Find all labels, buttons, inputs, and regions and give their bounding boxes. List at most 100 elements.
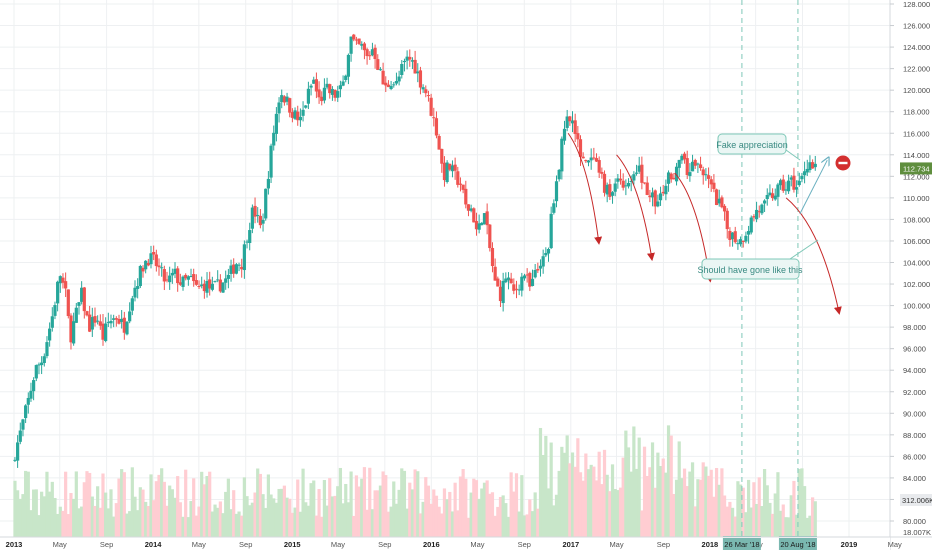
candle-body [53, 305, 57, 316]
volume-bar [650, 442, 655, 537]
candle-body [493, 266, 497, 281]
volume-bar [421, 501, 425, 537]
volume-bar [709, 469, 713, 537]
volume-bar [800, 468, 804, 537]
candle-body [197, 286, 201, 288]
volume-bar [464, 478, 468, 537]
volume-bar [474, 480, 479, 537]
candle-body [16, 442, 20, 461]
candle-body [749, 217, 753, 233]
volume-bar [400, 468, 404, 537]
candle-body [429, 97, 433, 116]
candle-body [365, 49, 369, 57]
candle-body [165, 279, 169, 281]
volume-bar [376, 490, 380, 537]
volume-bar [314, 515, 319, 537]
candle-body [200, 284, 204, 287]
volume-bar [210, 511, 214, 537]
candle-body [210, 283, 214, 290]
volume-bar [106, 508, 110, 537]
volume-bar [58, 506, 62, 537]
candle-body [306, 88, 311, 104]
volume-bar [653, 487, 657, 537]
red-trend-arrow [616, 154, 655, 262]
candle-body [274, 113, 278, 134]
candle-body [154, 254, 158, 267]
callout-pointer [789, 239, 819, 260]
candle-body [42, 356, 46, 364]
volume-bar [333, 495, 337, 537]
volume-bar [586, 469, 591, 537]
candle-body [690, 161, 695, 172]
date-marker-axis-label: 26 Mar '18 [724, 540, 759, 549]
y-tick-label: 98.000 [903, 323, 926, 332]
candle-body [160, 267, 164, 269]
volume-bar [594, 480, 599, 537]
candle-body [722, 205, 727, 212]
volume-bar [386, 511, 391, 537]
candle-body [181, 276, 185, 287]
volume-bar [504, 503, 508, 537]
candle-body [762, 200, 767, 204]
volume-bar [56, 513, 60, 537]
candle-body [72, 321, 76, 344]
candle-body [122, 317, 126, 333]
candle-body [24, 405, 28, 419]
volume-bar [192, 478, 196, 537]
candle-body [317, 89, 321, 98]
candle-body [125, 321, 129, 335]
volume-bar [549, 442, 553, 537]
volume-bar [746, 479, 751, 537]
candle-body [597, 160, 601, 173]
volume-bar [461, 469, 465, 537]
candle-body [394, 81, 399, 84]
volume-bar [803, 486, 807, 537]
candle-body [677, 159, 681, 168]
volume-bar [685, 486, 689, 537]
volume-bar [677, 441, 681, 537]
volume-bar [232, 490, 236, 537]
x-tick-label: May [470, 540, 484, 549]
volume-bar [114, 503, 118, 537]
candle-body [482, 213, 487, 225]
y-tick-label: 96.000 [903, 345, 926, 354]
candle-body [781, 179, 785, 191]
volume-bar [66, 514, 70, 537]
candle-body [218, 279, 222, 292]
volume-bar [48, 491, 52, 537]
volume-bar [589, 464, 593, 537]
last-volume-tag [900, 494, 932, 506]
volume-bar [157, 474, 161, 537]
candle-body [98, 321, 102, 326]
volume-bar [642, 446, 647, 537]
candle-body [128, 311, 132, 322]
volume-bar [456, 510, 460, 537]
candle-body [232, 264, 236, 274]
candle-body [634, 172, 639, 174]
volume-bar [98, 507, 102, 537]
volume-bar [280, 488, 284, 537]
volume-bar [482, 482, 487, 537]
candle-body [565, 116, 569, 128]
candle-body [474, 221, 479, 230]
x-tick-label: 2015 [284, 540, 301, 549]
volume-bar [50, 481, 54, 537]
candle-body [48, 328, 52, 341]
candle-body [664, 185, 668, 195]
volume-bar [813, 501, 817, 537]
candle-body [808, 162, 812, 171]
volume-bar [82, 482, 86, 537]
candle-body [608, 184, 612, 197]
candle-body [813, 163, 817, 168]
volume-bar [181, 516, 185, 537]
date-marker-axis-label: 20 Aug '18 [780, 540, 815, 549]
candle-body [32, 380, 36, 392]
candle-body [440, 148, 444, 164]
candle-body [421, 87, 425, 90]
candle-body [240, 266, 244, 270]
callout-should-text: Should have gone like this [697, 265, 803, 275]
candle-body [512, 284, 516, 291]
candle-body [58, 276, 62, 284]
candle-body [346, 54, 351, 77]
candle-body [480, 222, 484, 226]
